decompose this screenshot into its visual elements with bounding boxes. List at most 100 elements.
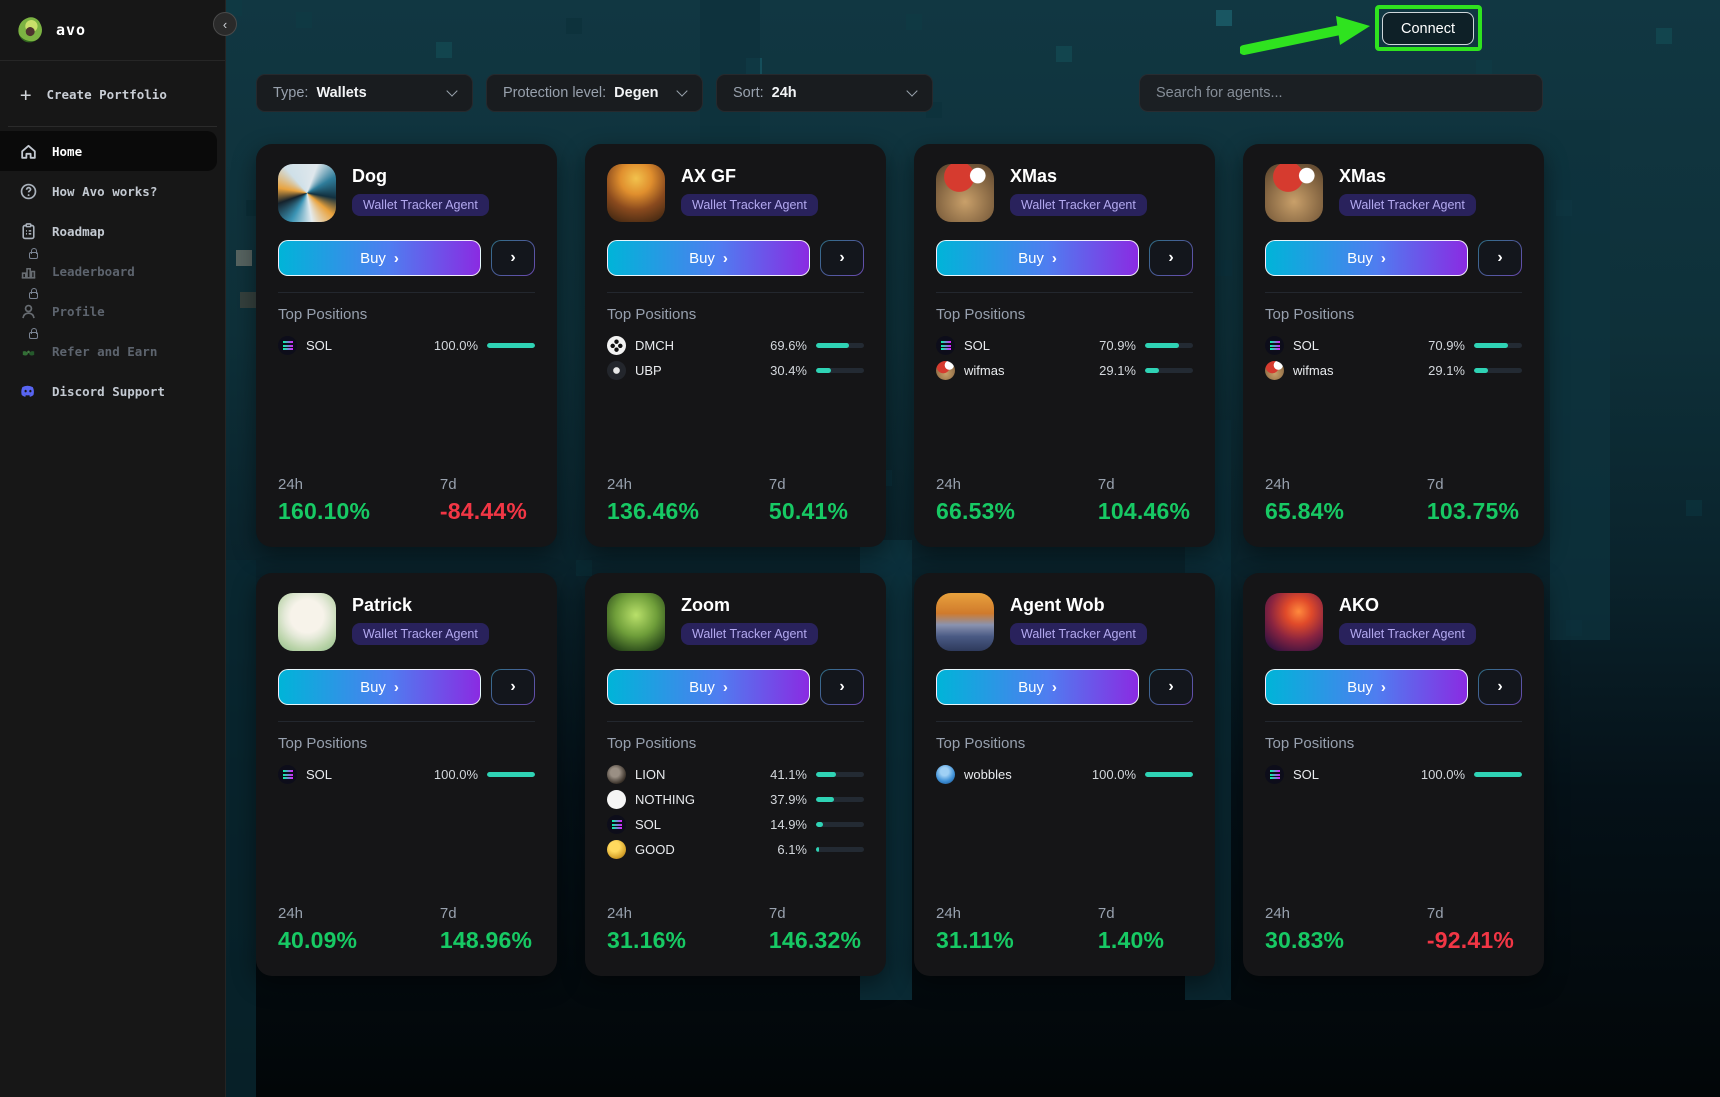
- buy-button[interactable]: Buy ›: [607, 240, 810, 276]
- open-agent-button[interactable]: ›: [820, 669, 864, 705]
- avo-logo-icon: [14, 14, 46, 46]
- sidebar-item-discord-support[interactable]: Discord Support: [0, 371, 225, 411]
- agent-avatar: [607, 593, 665, 651]
- agent-card-header: Dog Wallet Tracker Agent: [278, 164, 535, 222]
- buy-button[interactable]: Buy ›: [1265, 240, 1468, 276]
- token-icon: [607, 361, 626, 380]
- card-divider: [278, 721, 535, 722]
- token-name: SOL: [1293, 338, 1320, 353]
- buy-button[interactable]: Buy ›: [936, 240, 1139, 276]
- token-icon: [936, 361, 955, 380]
- agent-card: Patrick Wallet Tracker Agent Buy › › Top…: [256, 573, 557, 976]
- create-portfolio-label: Create Portfolio: [46, 87, 167, 102]
- stat-7d-label: 7d: [439, 905, 457, 922]
- chevron-right-icon: ›: [1497, 678, 1503, 695]
- token-allocation-bar: [487, 772, 535, 777]
- buy-button[interactable]: Buy ›: [607, 669, 810, 705]
- protection-filter-dropdown[interactable]: Protection level: Degen: [486, 74, 703, 112]
- token-allocation-bar: [487, 343, 535, 348]
- sidebar-item-profile[interactable]: Profile: [0, 288, 225, 331]
- chevron-right-icon: ›: [1051, 678, 1057, 696]
- token-icon: [1265, 336, 1284, 355]
- sidebar-item-how-avo-works[interactable]: How Avo works?: [0, 171, 225, 211]
- agent-card-header: AX GF Wallet Tracker Agent: [607, 164, 864, 222]
- top-positions-label: Top Positions: [936, 735, 1026, 752]
- stat-7d-label: 7d: [439, 476, 457, 493]
- open-agent-button[interactable]: ›: [491, 240, 535, 276]
- type-filter-dropdown[interactable]: Type: Wallets: [256, 74, 473, 112]
- open-agent-button[interactable]: ›: [1478, 669, 1522, 705]
- token-percent: 69.6%: [770, 338, 807, 353]
- sidebar-collapse-button[interactable]: ‹: [213, 12, 237, 36]
- agent-type-badge: Wallet Tracker Agent: [681, 194, 818, 216]
- positions-list: SOL 100.0%: [278, 762, 535, 787]
- filter-label: Sort:: [733, 85, 764, 101]
- token-icon: [1265, 765, 1284, 784]
- stat-7d-label: 7d: [1097, 476, 1115, 493]
- open-agent-button[interactable]: ›: [1478, 240, 1522, 276]
- chevron-right-icon: ›: [510, 678, 516, 695]
- token-percent: 29.1%: [1099, 363, 1136, 378]
- token-name: NOTHING: [635, 792, 695, 807]
- filter-value: 24h: [771, 85, 797, 101]
- positions-list: wobbles 100.0%: [936, 762, 1193, 787]
- buy-button[interactable]: Buy ›: [278, 669, 481, 705]
- open-agent-button[interactable]: ›: [820, 240, 864, 276]
- connect-button[interactable]: Connect: [1382, 12, 1474, 45]
- agent-type-badge: Wallet Tracker Agent: [681, 623, 818, 645]
- sidebar-item-home[interactable]: Home: [0, 131, 217, 171]
- stat-24h-label: 24h: [1265, 905, 1291, 922]
- position-row: UBP 30.4%: [607, 358, 864, 383]
- chevron-right-icon: ›: [510, 249, 516, 266]
- home-icon: [18, 141, 38, 161]
- sidebar-item-roadmap[interactable]: Roadmap: [0, 211, 225, 251]
- sort-filter-dropdown[interactable]: Sort: 24h: [716, 74, 933, 112]
- buy-label: Buy: [689, 678, 715, 696]
- refer-icon: [18, 328, 38, 361]
- top-positions-label: Top Positions: [936, 306, 1026, 323]
- agent-card: Dog Wallet Tracker Agent Buy › › Top Pos…: [256, 144, 557, 547]
- position-row: SOL 14.9%: [607, 812, 864, 837]
- agent-card-header: Agent Wob Wallet Tracker Agent: [936, 593, 1193, 651]
- token-name: UBP: [635, 363, 662, 378]
- sidebar-item-label: Profile: [52, 303, 105, 319]
- agent-name: XMas: [1010, 166, 1058, 186]
- token-percent: 41.1%: [770, 767, 807, 782]
- token-percent: 30.4%: [770, 363, 807, 378]
- agent-name: Patrick: [352, 595, 413, 615]
- sidebar-item-refer-and-earn[interactable]: Refer and Earn: [0, 328, 225, 371]
- performance-stats: 24h 65.84% 7d 103.75%: [1265, 476, 1522, 527]
- agent-card-header: XMas Wallet Tracker Agent: [936, 164, 1193, 222]
- top-positions-label: Top Positions: [1265, 306, 1355, 323]
- stat-7d-value: 148.96%: [439, 927, 533, 953]
- top-positions-label: Top Positions: [278, 306, 368, 323]
- stat-24h-value: 160.10%: [278, 498, 371, 524]
- agent-name: AKO: [1339, 595, 1379, 615]
- position-row: NOTHING 37.9%: [607, 787, 864, 812]
- token-name: wifmas: [1293, 363, 1334, 378]
- positions-list: SOL 70.9% wifmas 29.1%: [936, 333, 1193, 383]
- stat-7d-value: 104.46%: [1097, 498, 1191, 524]
- buy-button[interactable]: Buy ›: [278, 240, 481, 276]
- token-name: LION: [635, 767, 666, 782]
- open-agent-button[interactable]: ›: [1149, 240, 1193, 276]
- token-allocation-bar: [1474, 368, 1522, 373]
- stat-24h-value: 31.11%: [936, 927, 1014, 953]
- sidebar-item-label: Leaderboard: [52, 263, 135, 279]
- open-agent-button[interactable]: ›: [491, 669, 535, 705]
- sidebar-item-leaderboard[interactable]: Leaderboard: [0, 248, 225, 291]
- position-row: DMCH 69.6%: [607, 333, 864, 358]
- position-row: SOL 100.0%: [278, 333, 535, 358]
- sidebar-header: avo: [0, 0, 225, 61]
- stat-7d-value: -84.44%: [439, 498, 527, 524]
- open-agent-button[interactable]: ›: [1149, 669, 1193, 705]
- search-input[interactable]: [1139, 74, 1543, 112]
- buy-button[interactable]: Buy ›: [1265, 669, 1468, 705]
- chevron-right-icon: ›: [393, 678, 399, 696]
- stat-24h-label: 24h: [607, 476, 633, 493]
- token-icon: [278, 765, 297, 784]
- buy-button[interactable]: Buy ›: [936, 669, 1139, 705]
- create-portfolio-button[interactable]: + Create Portfolio: [0, 61, 225, 126]
- agent-name: Zoom: [681, 595, 730, 615]
- help-icon: [18, 181, 38, 201]
